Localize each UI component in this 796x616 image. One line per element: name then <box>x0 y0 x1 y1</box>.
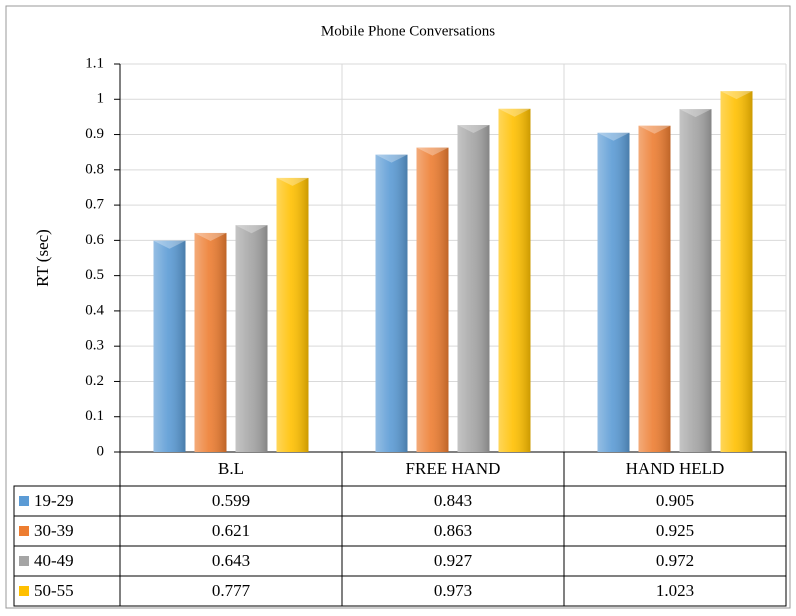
x-tick-label: B.L <box>218 459 244 478</box>
legend-key <box>19 496 29 506</box>
bar-cap <box>720 91 753 100</box>
bar-shine <box>194 232 227 452</box>
table-value: 0.599 <box>212 491 250 510</box>
bar-shine <box>276 177 309 452</box>
table-value: 0.777 <box>212 581 251 600</box>
table-value: 0.973 <box>434 581 472 600</box>
legend-label: 30-39 <box>34 521 74 540</box>
y-tick-label: 0.3 <box>85 338 104 354</box>
legend-label: 19-29 <box>34 491 74 510</box>
bar-cap <box>235 225 268 234</box>
table-value: 0.843 <box>434 491 472 510</box>
x-tick-label: FREE HAND <box>406 459 501 478</box>
bar-cap <box>498 108 531 117</box>
y-tick-label: 0 <box>97 443 105 459</box>
y-tick-label: 1 <box>97 91 105 107</box>
x-tick-label: HAND HELD <box>626 459 725 478</box>
table-value: 0.927 <box>434 551 473 570</box>
table-value: 0.972 <box>656 551 694 570</box>
chart-title: Mobile Phone Conversations <box>321 23 495 39</box>
y-tick-label: 0.1 <box>85 408 104 424</box>
table-value: 0.643 <box>212 551 250 570</box>
bar-shine <box>720 91 753 452</box>
bar-shine <box>597 132 630 453</box>
legend-key <box>19 556 29 566</box>
bar-cap <box>679 109 712 118</box>
bar-shine <box>416 147 449 452</box>
y-tick-label: 0.2 <box>85 373 104 389</box>
legend-key <box>19 526 29 536</box>
bar-cap <box>153 240 186 249</box>
bar-cap <box>194 232 227 241</box>
bar-cap <box>416 147 449 156</box>
legend-key <box>19 586 29 596</box>
y-tick-label: 0.4 <box>85 302 104 318</box>
legend-label: 50-55 <box>34 581 74 600</box>
y-tick-label: 1.1 <box>85 55 104 71</box>
bar-shine <box>153 240 186 452</box>
table-value: 0.925 <box>656 521 694 540</box>
bar-shine <box>375 154 408 452</box>
bar-cap <box>276 177 309 186</box>
bar-cap <box>457 125 490 134</box>
bar-shine <box>638 125 671 453</box>
bar-cap <box>375 154 408 163</box>
y-tick-label: 0.6 <box>85 232 104 248</box>
y-tick-label: 0.5 <box>85 267 104 283</box>
y-tick-label: 0.9 <box>85 126 104 142</box>
bar-shine <box>498 108 531 453</box>
table-value: 1.023 <box>656 581 694 600</box>
table-value: 0.863 <box>434 521 472 540</box>
table-value: 0.905 <box>656 491 694 510</box>
y-axis-label: RT (sec) <box>33 229 52 287</box>
legend-label: 40-49 <box>34 551 74 570</box>
bar-shine <box>235 225 268 452</box>
bar-cap <box>597 132 630 141</box>
y-tick-label: 0.8 <box>85 161 104 177</box>
y-tick-label: 0.7 <box>85 197 104 213</box>
bar-shine <box>679 109 712 452</box>
bar-shine <box>457 125 490 452</box>
bar-cap <box>638 125 671 134</box>
table-value: 0.621 <box>212 521 250 540</box>
